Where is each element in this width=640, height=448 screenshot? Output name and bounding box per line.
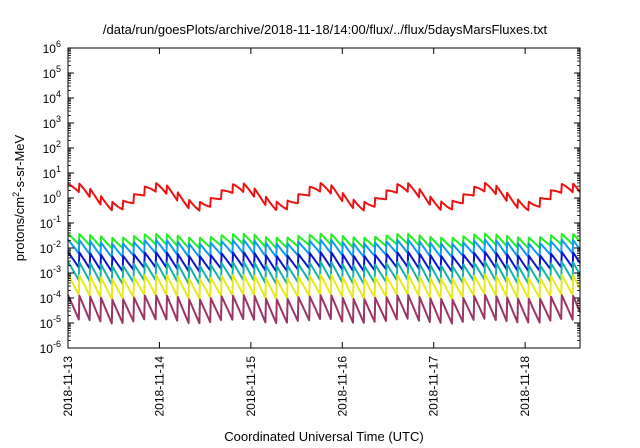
series-line-6 — [67, 293, 581, 325]
x-tick-label: 2018-11-15 — [244, 356, 258, 417]
series-line-1 — [67, 232, 581, 250]
series-layer — [67, 181, 581, 325]
y-tick-label: 102 — [43, 139, 61, 156]
y-axis-ticks: 106 105 104 103 102 101 100 10-1 10-2 10-3 10-4 10-… — [40, 39, 580, 356]
x-tick-label: 2018-11-13 — [61, 356, 75, 417]
y-tick-label: 104 — [43, 89, 61, 106]
y-axis-label-prefix: protons/cm — [12, 197, 27, 261]
y-axis-label: protons/cm2-s-sr-MeV — [11, 134, 27, 261]
y-tick-label: 105 — [43, 64, 61, 81]
series-line-3 — [67, 250, 581, 273]
x-tick-label: 2018-11-18 — [518, 356, 532, 417]
y-tick-label: 10-2 — [40, 239, 61, 256]
y-tick-label: 10-4 — [40, 289, 61, 306]
y-tick-label: 10-6 — [40, 339, 61, 356]
y-tick-label: 106 — [43, 39, 61, 56]
y-tick-label: 10-5 — [40, 314, 61, 331]
y-axis-label-sup: 2 — [11, 192, 21, 197]
series-line-5 — [67, 273, 581, 300]
series-line-2 — [67, 238, 581, 259]
x-axis-ticks: 2018-11-13 2018-11-14 2018-11-15 2018-11-16… — [61, 48, 532, 417]
y-axis-label-suffix: -s-sr-MeV — [12, 134, 27, 191]
chart-title: /data/run/goesPlots/archive/2018-11-18/1… — [103, 22, 548, 37]
x-tick-label: 2018-11-16 — [335, 356, 349, 417]
y-tick-label: 101 — [43, 164, 61, 181]
y-tick-label: 10-1 — [40, 214, 61, 231]
y-tick-label: 10-3 — [40, 264, 61, 281]
y-tick-label: 100 — [43, 189, 61, 206]
series-line-0 — [67, 181, 581, 212]
x-axis-label: Coordinated Universal Time (UTC) — [224, 429, 423, 444]
x-tick-label: 2018-11-17 — [427, 356, 441, 417]
x-tick-label: 2018-11-14 — [152, 356, 166, 417]
y-tick-label: 103 — [43, 114, 61, 131]
series-line-4 — [67, 260, 581, 286]
